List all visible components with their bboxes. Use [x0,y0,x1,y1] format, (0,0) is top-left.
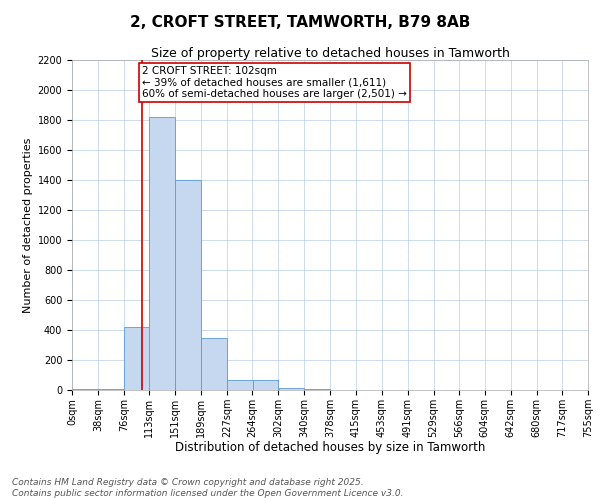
Text: 2, CROFT STREET, TAMWORTH, B79 8AB: 2, CROFT STREET, TAMWORTH, B79 8AB [130,15,470,30]
Bar [175,180,201,390]
Bar [72,389,98,390]
Bar [98,389,124,390]
Title: Size of property relative to detached houses in Tamworth: Size of property relative to detached ho… [151,47,509,60]
Text: Contains HM Land Registry data © Crown copyright and database right 2025.
Contai: Contains HM Land Registry data © Crown c… [12,478,404,498]
Bar [305,389,330,390]
Bar [253,380,278,390]
Bar [278,388,304,390]
X-axis label: Distribution of detached houses by size in Tamworth: Distribution of detached houses by size … [175,442,485,454]
Bar [149,117,175,390]
Text: 2 CROFT STREET: 102sqm
← 39% of detached houses are smaller (1,611)
60% of semi-: 2 CROFT STREET: 102sqm ← 39% of detached… [142,66,407,99]
Bar [227,380,253,390]
Bar [124,327,150,390]
Y-axis label: Number of detached properties: Number of detached properties [23,138,34,312]
Bar [202,338,227,390]
